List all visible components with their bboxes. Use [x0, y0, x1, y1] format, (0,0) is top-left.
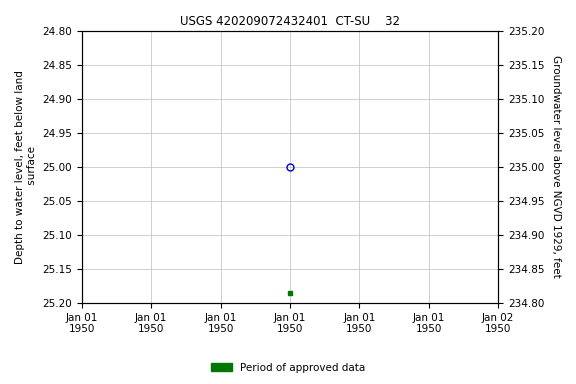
Legend: Period of approved data: Period of approved data — [207, 359, 369, 377]
Y-axis label: Depth to water level, feet below land
 surface: Depth to water level, feet below land su… — [15, 70, 37, 264]
Y-axis label: Groundwater level above NGVD 1929, feet: Groundwater level above NGVD 1929, feet — [551, 55, 561, 278]
Title: USGS 420209072432401  CT-SU    32: USGS 420209072432401 CT-SU 32 — [180, 15, 400, 28]
